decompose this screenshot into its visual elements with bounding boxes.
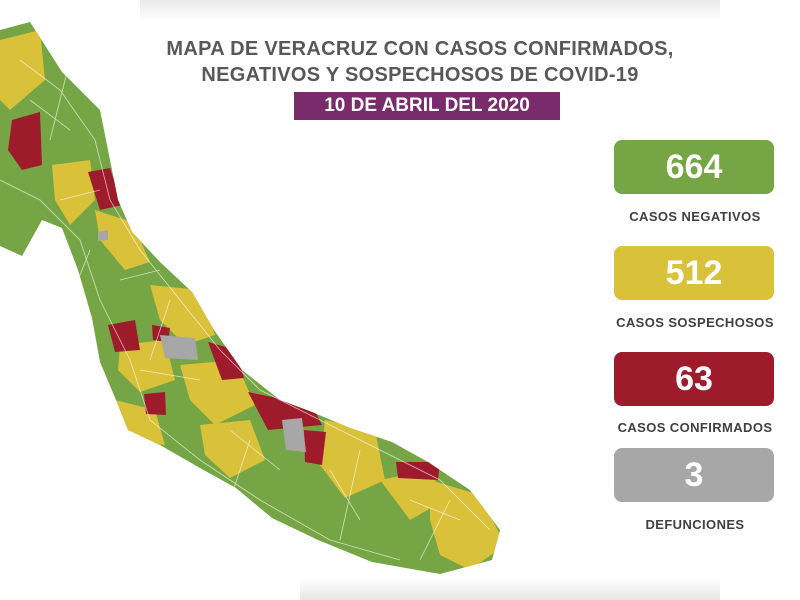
death-region xyxy=(98,230,108,241)
confirmed-region xyxy=(144,392,166,415)
confirmed-region xyxy=(396,462,440,480)
confirmed-region xyxy=(8,112,42,170)
suspected-region xyxy=(320,420,385,498)
map-title-line-1: MAPA DE VERACRUZ CON CASOS CONFIRMADOS, xyxy=(166,38,674,60)
map-title-line-2: NEGATIVOS Y SOSPECHOSOS DE COVID-19 xyxy=(201,64,639,86)
screen-frame-bottom xyxy=(300,578,720,600)
suspected-cases-label: CASOS SOSPECHOSOS xyxy=(616,315,774,330)
suspected-region xyxy=(118,340,175,392)
date-badge: 10 DE ABRIL DEL 2020 xyxy=(294,92,560,120)
suspected-region xyxy=(52,160,95,225)
death-region xyxy=(160,335,198,360)
confirmed-region xyxy=(88,168,122,210)
confirmed-cases-label: CASOS CONFIRMADOS xyxy=(617,420,773,435)
deaths-count: 3 xyxy=(614,448,774,502)
confirmed-region xyxy=(304,430,326,465)
municipality-borders xyxy=(0,59,491,561)
deaths-label: DEFUNCIONES xyxy=(645,517,745,532)
veracruz-map xyxy=(0,22,500,574)
confirmed-cases-count: 63 xyxy=(614,352,774,406)
suspected-region xyxy=(95,210,150,270)
screen-frame-top xyxy=(140,0,720,22)
municipality-regions xyxy=(0,22,500,574)
confirmed-region xyxy=(108,320,140,352)
negative-cases-label: CASOS NEGATIVOS xyxy=(629,209,761,224)
confirmed-region xyxy=(248,392,322,430)
suspected-region xyxy=(0,30,45,110)
suspected-region xyxy=(200,420,265,478)
negative-cases-count: 664 xyxy=(614,140,774,194)
death-region xyxy=(282,418,306,452)
suspected-cases-count: 512 xyxy=(614,246,774,300)
